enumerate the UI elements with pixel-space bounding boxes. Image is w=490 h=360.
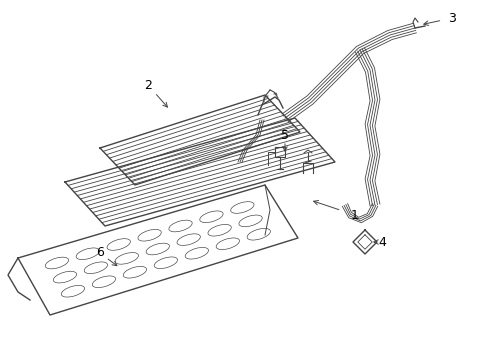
Text: 1: 1 bbox=[351, 208, 359, 221]
Text: 3: 3 bbox=[448, 12, 456, 24]
Text: 5: 5 bbox=[281, 129, 289, 141]
Text: 4: 4 bbox=[378, 235, 386, 248]
Text: 2: 2 bbox=[144, 78, 152, 91]
Text: 6: 6 bbox=[96, 247, 104, 260]
